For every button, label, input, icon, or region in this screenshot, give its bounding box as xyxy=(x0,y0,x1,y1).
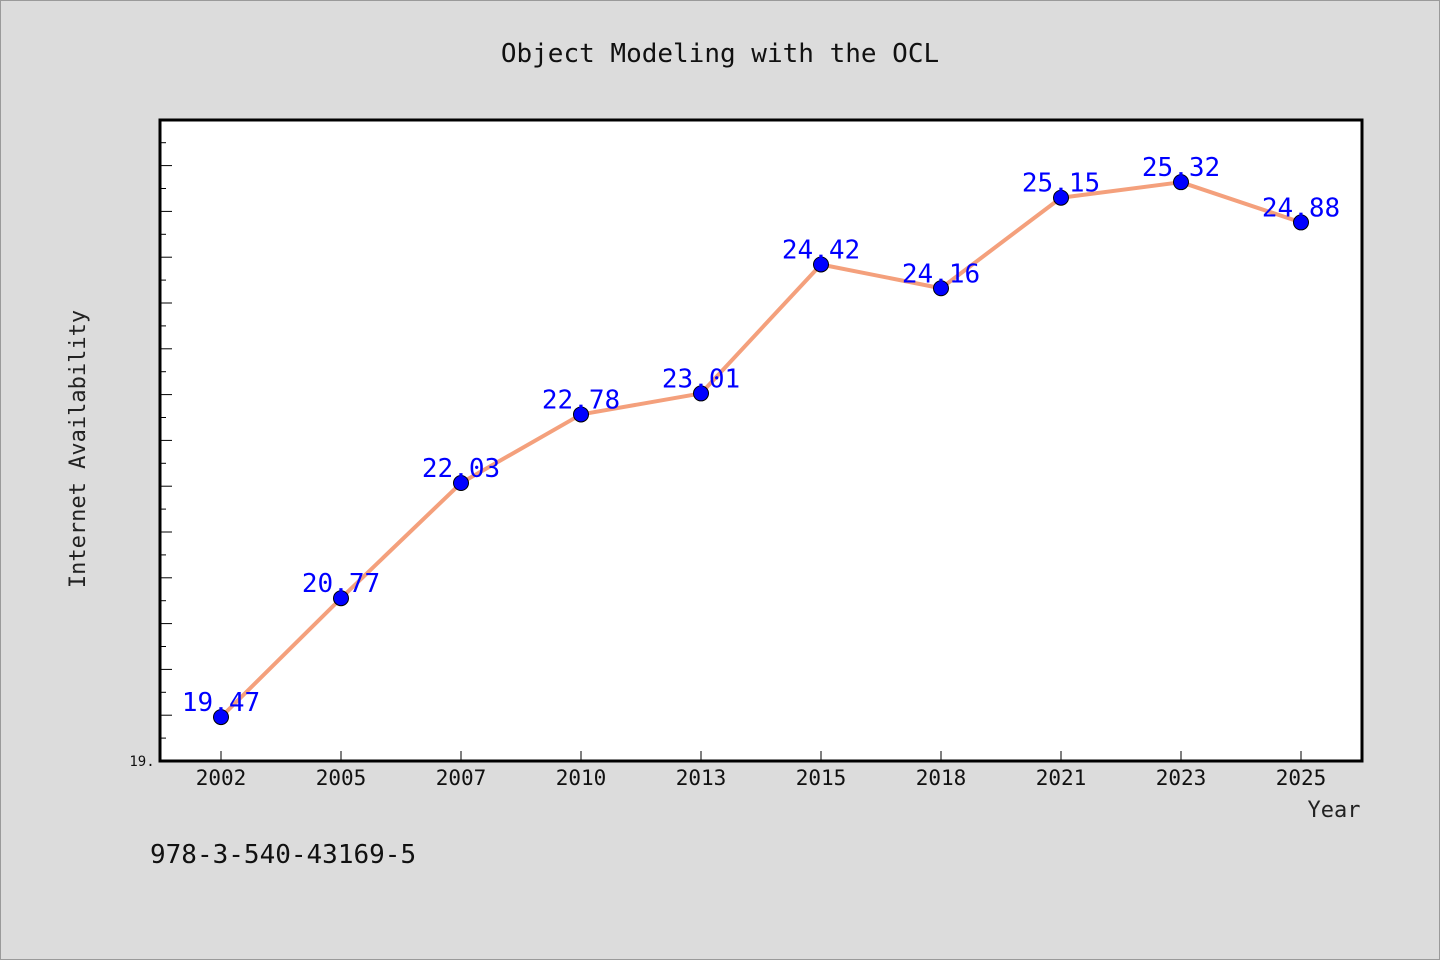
x-tick-label: 2002 xyxy=(196,766,247,790)
x-axis-ticks: 2002 2005 2007 2010 2013 2015 2018 2021 2023 2025 xyxy=(196,751,1327,790)
series-layer: 19.47 20.77 22.03 22.78 23.01 24.42 24.16 25.15… xyxy=(182,153,1340,726)
x-tick-label: 2021 xyxy=(1036,766,1087,790)
y-axis-label: Internet Availability xyxy=(66,310,91,588)
x-tick-label: 2025 xyxy=(1276,766,1327,790)
chart-title: Object Modeling with the OCL xyxy=(501,39,939,69)
data-label: 23.01 xyxy=(662,364,740,394)
data-label: 25.32 xyxy=(1142,153,1220,183)
series-line xyxy=(219,180,1302,719)
data-label: 20.77 xyxy=(302,569,380,599)
data-point xyxy=(573,406,589,423)
data-label: 19.47 xyxy=(182,688,260,718)
data-point xyxy=(453,475,469,492)
data-label: 24.88 xyxy=(1262,193,1340,223)
data-point xyxy=(813,256,829,273)
data-point xyxy=(213,709,229,726)
data-label: 25.15 xyxy=(1022,169,1100,199)
y-axis-ticks xyxy=(160,142,172,762)
x-tick-label: 2018 xyxy=(916,766,967,790)
x-tick-label: 2023 xyxy=(1156,766,1207,790)
plot-area xyxy=(158,118,1364,763)
y-tick-label: 19. xyxy=(129,754,154,770)
data-point xyxy=(1053,189,1069,206)
x-tick-label: 2005 xyxy=(316,766,367,790)
data-point xyxy=(1173,174,1189,191)
data-point xyxy=(333,590,349,607)
data-label: 24.16 xyxy=(902,259,980,289)
x-tick-label: 2010 xyxy=(556,766,607,790)
data-point xyxy=(933,280,949,297)
data-point xyxy=(693,385,709,402)
x-tick-label: 2013 xyxy=(676,766,727,790)
data-label: 24.42 xyxy=(782,235,860,265)
data-point xyxy=(1293,214,1309,231)
isbn-footer: 978-3-540-43169-5 xyxy=(150,840,416,870)
data-label: 22.03 xyxy=(422,454,500,484)
x-axis-label: Year xyxy=(1308,798,1361,823)
x-tick-label: 2015 xyxy=(796,766,847,790)
data-label: 22.78 xyxy=(542,385,620,415)
x-tick-label: 2007 xyxy=(436,766,487,790)
